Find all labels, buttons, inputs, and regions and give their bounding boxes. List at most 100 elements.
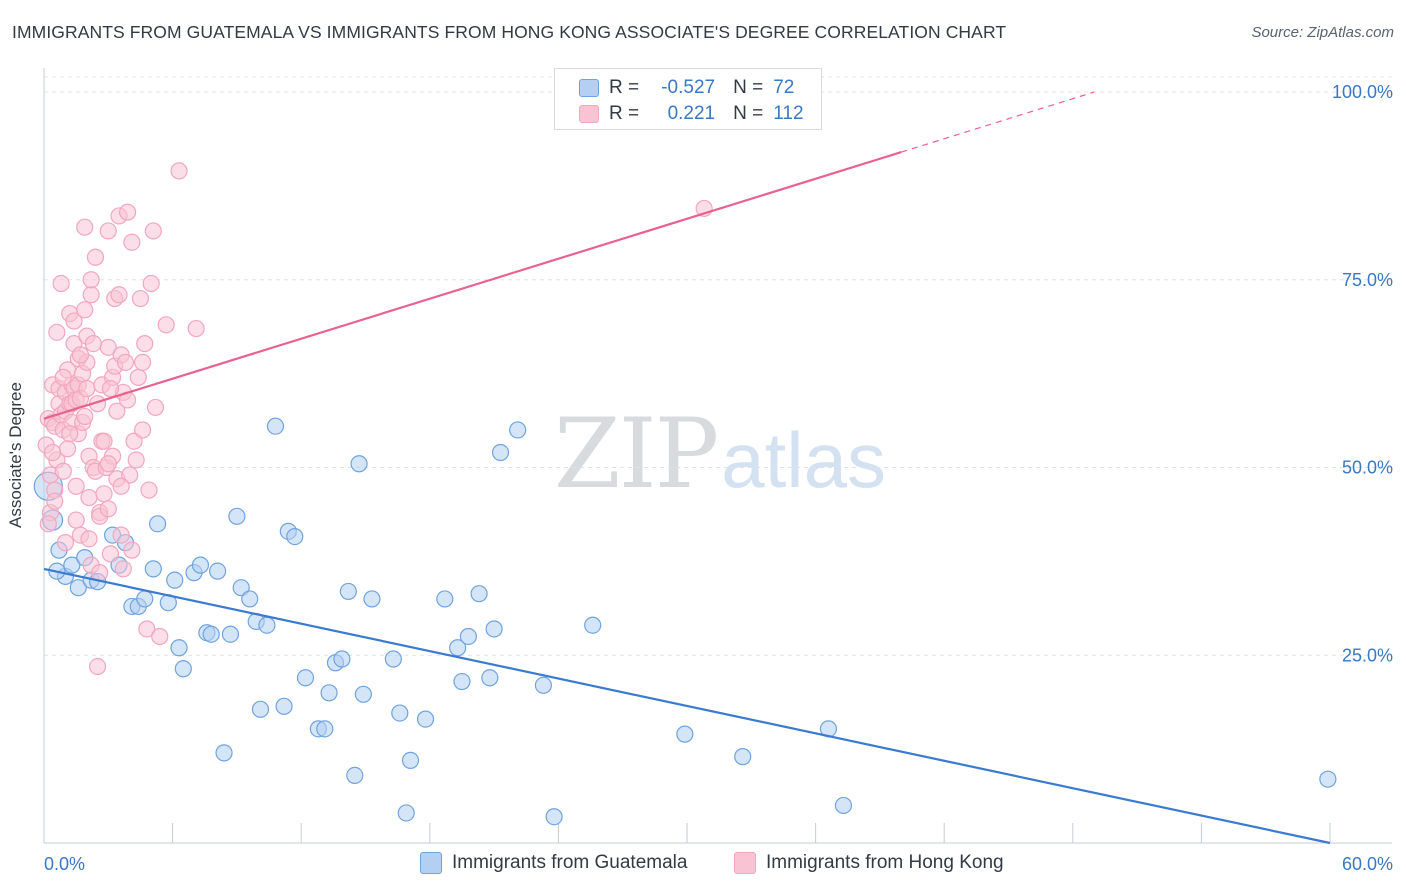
point-hong-kong xyxy=(110,286,128,304)
point-hong-kong xyxy=(46,492,64,510)
point-hong-kong xyxy=(101,380,120,398)
point-guatemala xyxy=(391,704,409,722)
point-hong-kong xyxy=(136,334,154,353)
legend-item-guatemala[interactable]: Immigrants from Guatemala xyxy=(420,852,687,874)
point-guatemala xyxy=(63,556,81,574)
point-guatemala xyxy=(258,616,276,634)
point-guatemala xyxy=(174,660,192,678)
stats-legend: R = -0.527 N = 72 R = 0.221 N = 112 xyxy=(554,68,822,130)
stats-legend-row-guatemala: R = -0.527 N = 72 xyxy=(579,76,794,100)
point-guatemala xyxy=(481,669,499,687)
point-guatemala xyxy=(166,571,184,589)
point-guatemala xyxy=(401,751,420,769)
point-guatemala xyxy=(1319,770,1337,788)
point-guatemala xyxy=(676,725,694,743)
point-hong-kong xyxy=(99,500,117,518)
point-hong-kong xyxy=(54,462,72,480)
point-guatemala xyxy=(350,455,368,473)
point-hong-kong xyxy=(56,534,75,552)
point-hong-kong xyxy=(133,421,152,439)
point-guatemala xyxy=(834,796,853,815)
point-guatemala xyxy=(491,443,510,462)
point-guatemala xyxy=(354,685,372,703)
point-hong-kong xyxy=(112,477,130,495)
series-legend: Immigrants from Guatemala Immigrants fro… xyxy=(0,852,1406,878)
point-hong-kong xyxy=(133,353,152,371)
n-label: N = xyxy=(733,103,764,124)
n-value-guatemala: 72 xyxy=(773,77,795,98)
point-guatemala xyxy=(449,639,467,657)
point-hong-kong xyxy=(67,511,85,529)
point-hong-kong xyxy=(118,203,137,221)
point-guatemala xyxy=(202,625,220,643)
point-guatemala xyxy=(191,556,210,574)
point-guatemala xyxy=(384,650,402,668)
point-hong-kong xyxy=(187,319,205,338)
point-guatemala xyxy=(215,744,233,762)
point-hong-kong xyxy=(91,564,109,582)
point-guatemala xyxy=(148,515,167,533)
point-hong-kong xyxy=(123,233,141,251)
point-hong-kong xyxy=(116,353,135,371)
point-hong-kong xyxy=(84,334,102,353)
trend-line-hong-kong-extension xyxy=(901,91,1095,153)
point-hong-kong xyxy=(76,407,94,426)
point-guatemala xyxy=(296,669,315,687)
point-hong-kong xyxy=(114,560,132,578)
point-hong-kong xyxy=(108,402,126,420)
r-value-hong-kong: 0.221 xyxy=(667,103,716,124)
point-hong-kong xyxy=(58,440,77,458)
point-guatemala xyxy=(69,579,87,597)
point-hong-kong xyxy=(95,432,113,450)
point-hong-kong xyxy=(76,301,94,319)
n-value-hong-kong: 112 xyxy=(773,103,804,124)
point-guatemala xyxy=(734,748,752,766)
legend-item-hong-kong[interactable]: Immigrants from Hong Kong xyxy=(734,852,1004,874)
point-hong-kong xyxy=(138,620,156,638)
point-guatemala xyxy=(485,620,503,638)
point-hong-kong xyxy=(61,425,79,443)
point-hong-kong xyxy=(131,289,150,308)
stats-legend-row-hong-kong: R = 0.221 N = 112 xyxy=(579,102,804,126)
r-label: R = xyxy=(609,103,640,124)
point-guatemala xyxy=(316,720,334,738)
point-hong-kong xyxy=(95,485,113,503)
point-guatemala xyxy=(509,421,527,439)
point-hong-kong xyxy=(82,271,100,289)
point-guatemala xyxy=(170,639,188,657)
point-guatemala xyxy=(436,590,454,608)
point-guatemala xyxy=(534,676,552,694)
legend-swatch-hong-kong xyxy=(734,852,756,874)
y-tick-label: 50.0% xyxy=(1342,458,1393,478)
point-hong-kong xyxy=(99,222,117,240)
x-tick-label-max: 60.0% xyxy=(1342,854,1393,874)
point-hong-kong xyxy=(48,323,66,341)
point-hong-kong xyxy=(39,515,57,533)
point-guatemala xyxy=(221,625,240,643)
point-guatemala xyxy=(397,804,415,822)
point-hong-kong xyxy=(78,380,96,398)
guatemala-swatch xyxy=(579,79,599,97)
y-tick-label: 25.0% xyxy=(1342,645,1393,665)
point-guatemala xyxy=(228,507,246,525)
point-hong-kong xyxy=(129,368,147,386)
trend-line-guatemala xyxy=(43,567,1331,845)
point-hong-kong xyxy=(52,274,70,293)
point-hong-kong xyxy=(127,451,145,469)
point-hong-kong xyxy=(43,443,62,462)
point-hong-kong xyxy=(71,346,90,364)
point-hong-kong xyxy=(86,248,105,266)
legend-label-hong-kong: Immigrants from Hong Kong xyxy=(766,852,1004,873)
point-hong-kong xyxy=(54,368,72,386)
y-tick-label: 75.0% xyxy=(1342,270,1393,290)
point-guatemala xyxy=(584,616,602,634)
point-hong-kong xyxy=(157,316,175,334)
point-hong-kong xyxy=(146,398,165,417)
point-hong-kong xyxy=(142,274,160,293)
point-guatemala xyxy=(545,808,563,826)
point-guatemala xyxy=(144,560,162,578)
point-hong-kong xyxy=(65,312,83,330)
point-hong-kong xyxy=(151,627,169,646)
y-axis-label: Associate's Degree xyxy=(6,382,25,528)
point-guatemala xyxy=(241,590,259,608)
